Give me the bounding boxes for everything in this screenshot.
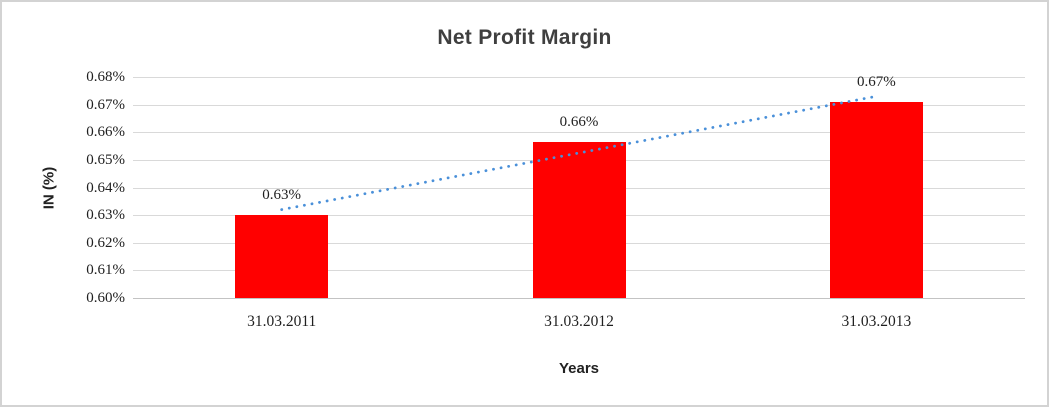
data-label: 0.66% bbox=[559, 113, 599, 130]
y-tick-label: 0.67% bbox=[86, 96, 125, 113]
chart-title: Net Profit Margin bbox=[437, 26, 612, 49]
x-tick-label: 31.03.2012 bbox=[544, 313, 614, 330]
y-tick-label: 0.64% bbox=[86, 179, 125, 196]
bar bbox=[235, 215, 329, 298]
bar bbox=[829, 101, 923, 298]
y-tick-label: 0.60% bbox=[86, 290, 125, 306]
y-tick-label: 0.66% bbox=[86, 124, 125, 141]
y-tick-label: 0.68% bbox=[86, 69, 125, 85]
x-axis-line bbox=[133, 298, 1025, 299]
y-tick-label: 0.62% bbox=[86, 234, 125, 251]
plot-area: 0.63% 0.66% 0.67% bbox=[133, 73, 1025, 299]
data-label: 0.67% bbox=[856, 73, 896, 90]
y-tick-label: 0.63% bbox=[86, 207, 125, 224]
gridline bbox=[133, 104, 1025, 106]
x-axis-title: Years bbox=[558, 360, 600, 377]
gridline bbox=[133, 132, 1025, 134]
y-tick-label: 0.65% bbox=[86, 151, 125, 168]
x-tick-label: 31.03.2011 bbox=[247, 313, 317, 330]
bar bbox=[532, 141, 626, 298]
y-tick-label: 0.61% bbox=[86, 262, 125, 279]
data-label: 0.63% bbox=[262, 187, 302, 204]
gridline bbox=[133, 77, 1025, 78]
x-tick-label: 31.03.2013 bbox=[841, 313, 912, 330]
trendline bbox=[280, 94, 878, 212]
